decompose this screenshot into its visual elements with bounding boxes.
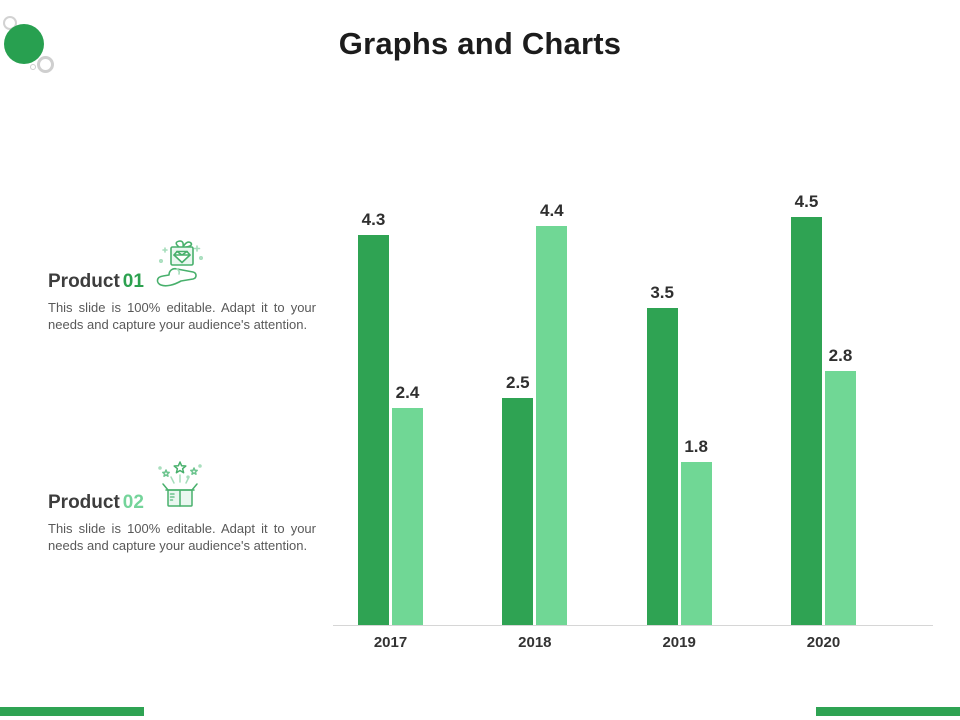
product-2-number: 02 xyxy=(122,492,144,513)
bar-2019-series2 xyxy=(680,462,712,625)
bar-2020-series1 xyxy=(790,217,822,625)
bar-2020-series2 xyxy=(824,371,856,625)
gift-box-stars-icon xyxy=(152,460,210,516)
gift-in-hand-icon xyxy=(152,239,210,295)
bar-value-label: 2.5 xyxy=(506,373,530,392)
product-2-label: Product xyxy=(48,492,120,513)
decor-green-circle xyxy=(4,24,44,64)
bar-value-label: 2.8 xyxy=(828,346,853,365)
category-label: 2017 xyxy=(373,634,408,651)
decor-ring-small-2 xyxy=(37,56,54,73)
bar-2019-series1 xyxy=(646,308,678,625)
bar-value-label: 4.5 xyxy=(794,192,819,211)
bar-2017-series2 xyxy=(392,408,423,625)
slide-title: Graphs and Charts xyxy=(338,26,622,61)
product-2-heading: Product 02 xyxy=(48,492,144,514)
footer-accent-left xyxy=(0,707,144,716)
decor-dot xyxy=(30,64,36,70)
bar-chart-plot: 4.3 2.5 3.5 4.5 2.4 4.4 1.8 2.8 xyxy=(333,170,933,626)
product-1-number: 01 xyxy=(122,271,144,292)
bar-value-label: 4.4 xyxy=(540,201,564,220)
category-label: 2020 xyxy=(806,634,841,651)
product-1-heading: Product 01 xyxy=(48,271,144,293)
category-label: 2019 xyxy=(662,634,696,651)
bar-value-label: 1.8 xyxy=(684,437,708,456)
bar-chart-category-axis: 2017 2018 2019 2020 xyxy=(333,626,933,656)
category-label: 2018 xyxy=(518,634,552,651)
bar-value-label: 4.3 xyxy=(361,210,386,229)
bar-value-label: 3.5 xyxy=(650,283,674,302)
bar-2018-series2 xyxy=(536,226,568,625)
product-2-description: This slide is 100% editable. Adapt it to… xyxy=(48,521,316,553)
bar-value-label: 2.4 xyxy=(395,383,420,402)
footer-accent-right xyxy=(816,707,960,716)
product-1-label: Product xyxy=(48,271,120,292)
bar-2018-series1 xyxy=(502,398,534,625)
bar-2017-series1 xyxy=(358,235,389,625)
product-1-description: This slide is 100% editable. Adapt it to… xyxy=(48,300,316,332)
